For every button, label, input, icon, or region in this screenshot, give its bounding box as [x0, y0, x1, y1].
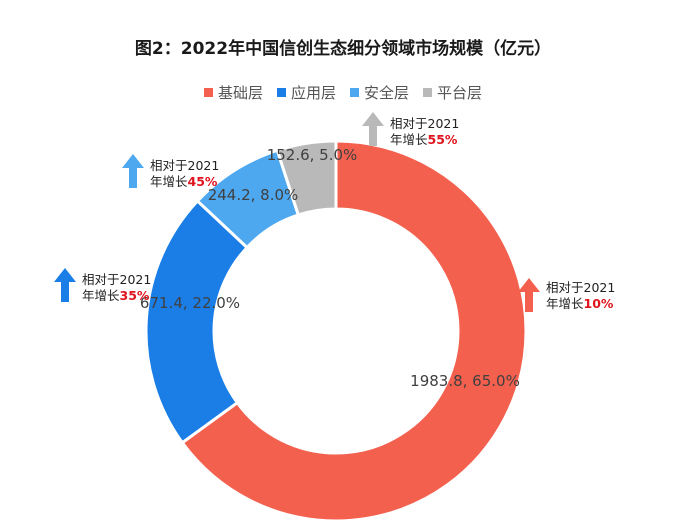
- annotation-pingtai-growth: 55%: [427, 132, 458, 147]
- legend-item-anquan: 安全层: [350, 82, 409, 103]
- donut-slice-pingtai: [275, 139, 338, 217]
- annotation-pingtai-prefix: 年增长: [390, 132, 428, 147]
- annotation-anquan-line1: 相对于2021: [150, 158, 220, 173]
- legend-label-yingyong: 应用层: [290, 84, 336, 102]
- data-label-yingyong: 671.4, 22.0%: [140, 294, 240, 312]
- legend: 基础层 应用层 安全层 平台层: [0, 82, 686, 103]
- annotation-yingyong: 相对于2021 年增长35%: [82, 272, 151, 304]
- annotation-jichu: 相对于2021 年增长10%: [546, 280, 615, 312]
- chart-title: 图2：2022年中国信创生态细分领域市场规模（亿元）: [134, 39, 552, 59]
- annotation-anquan: 相对于2021 年增长45%: [150, 158, 219, 190]
- legend-label-pingtai: 平台层: [437, 84, 483, 102]
- legend-swatch-anquan: [350, 88, 359, 97]
- annotation-jichu-line1: 相对于2021: [546, 280, 616, 295]
- legend-item-yingyong: 应用层: [276, 82, 336, 103]
- annotation-yingyong-prefix: 年增长: [82, 288, 120, 303]
- legend-item-pingtai: 平台层: [423, 82, 482, 103]
- annotation-jichu-growth: 10%: [583, 296, 614, 311]
- annotation-anquan-prefix: 年增长: [150, 174, 188, 189]
- annotation-yingyong-line1: 相对于2021: [82, 272, 152, 287]
- arrow-up-icon-anquan: [122, 154, 144, 188]
- donut-slice-jichu: [180, 139, 528, 523]
- legend-label-anquan: 安全层: [364, 84, 410, 102]
- arrow-up-icon-pingtai: [362, 112, 384, 146]
- arrow-up-icon-jichu: [518, 278, 540, 312]
- data-label-pingtai: 152.6, 5.0%: [267, 146, 358, 164]
- legend-swatch-yingyong: [276, 88, 286, 97]
- legend-swatch-jichu: [203, 88, 213, 97]
- arrow-up-icon-yingyong: [54, 268, 76, 302]
- donut-slice-yingyong: [144, 198, 250, 445]
- data-label-jichu: 1983.8, 65.0%: [410, 372, 520, 390]
- data-label-anquan: 244.2, 8.0%: [208, 186, 299, 204]
- legend-label-jichu: 基础层: [217, 84, 263, 102]
- annotation-pingtai: 相对于2021 年增长55%: [390, 116, 459, 148]
- annotation-yingyong-growth: 35%: [119, 288, 150, 303]
- legend-item-jichu: 基础层: [203, 82, 263, 103]
- annotation-jichu-prefix: 年增长: [546, 296, 584, 311]
- annotation-pingtai-line1: 相对于2021: [390, 116, 460, 131]
- legend-swatch-pingtai: [423, 88, 433, 97]
- annotation-anquan-growth: 45%: [187, 174, 218, 189]
